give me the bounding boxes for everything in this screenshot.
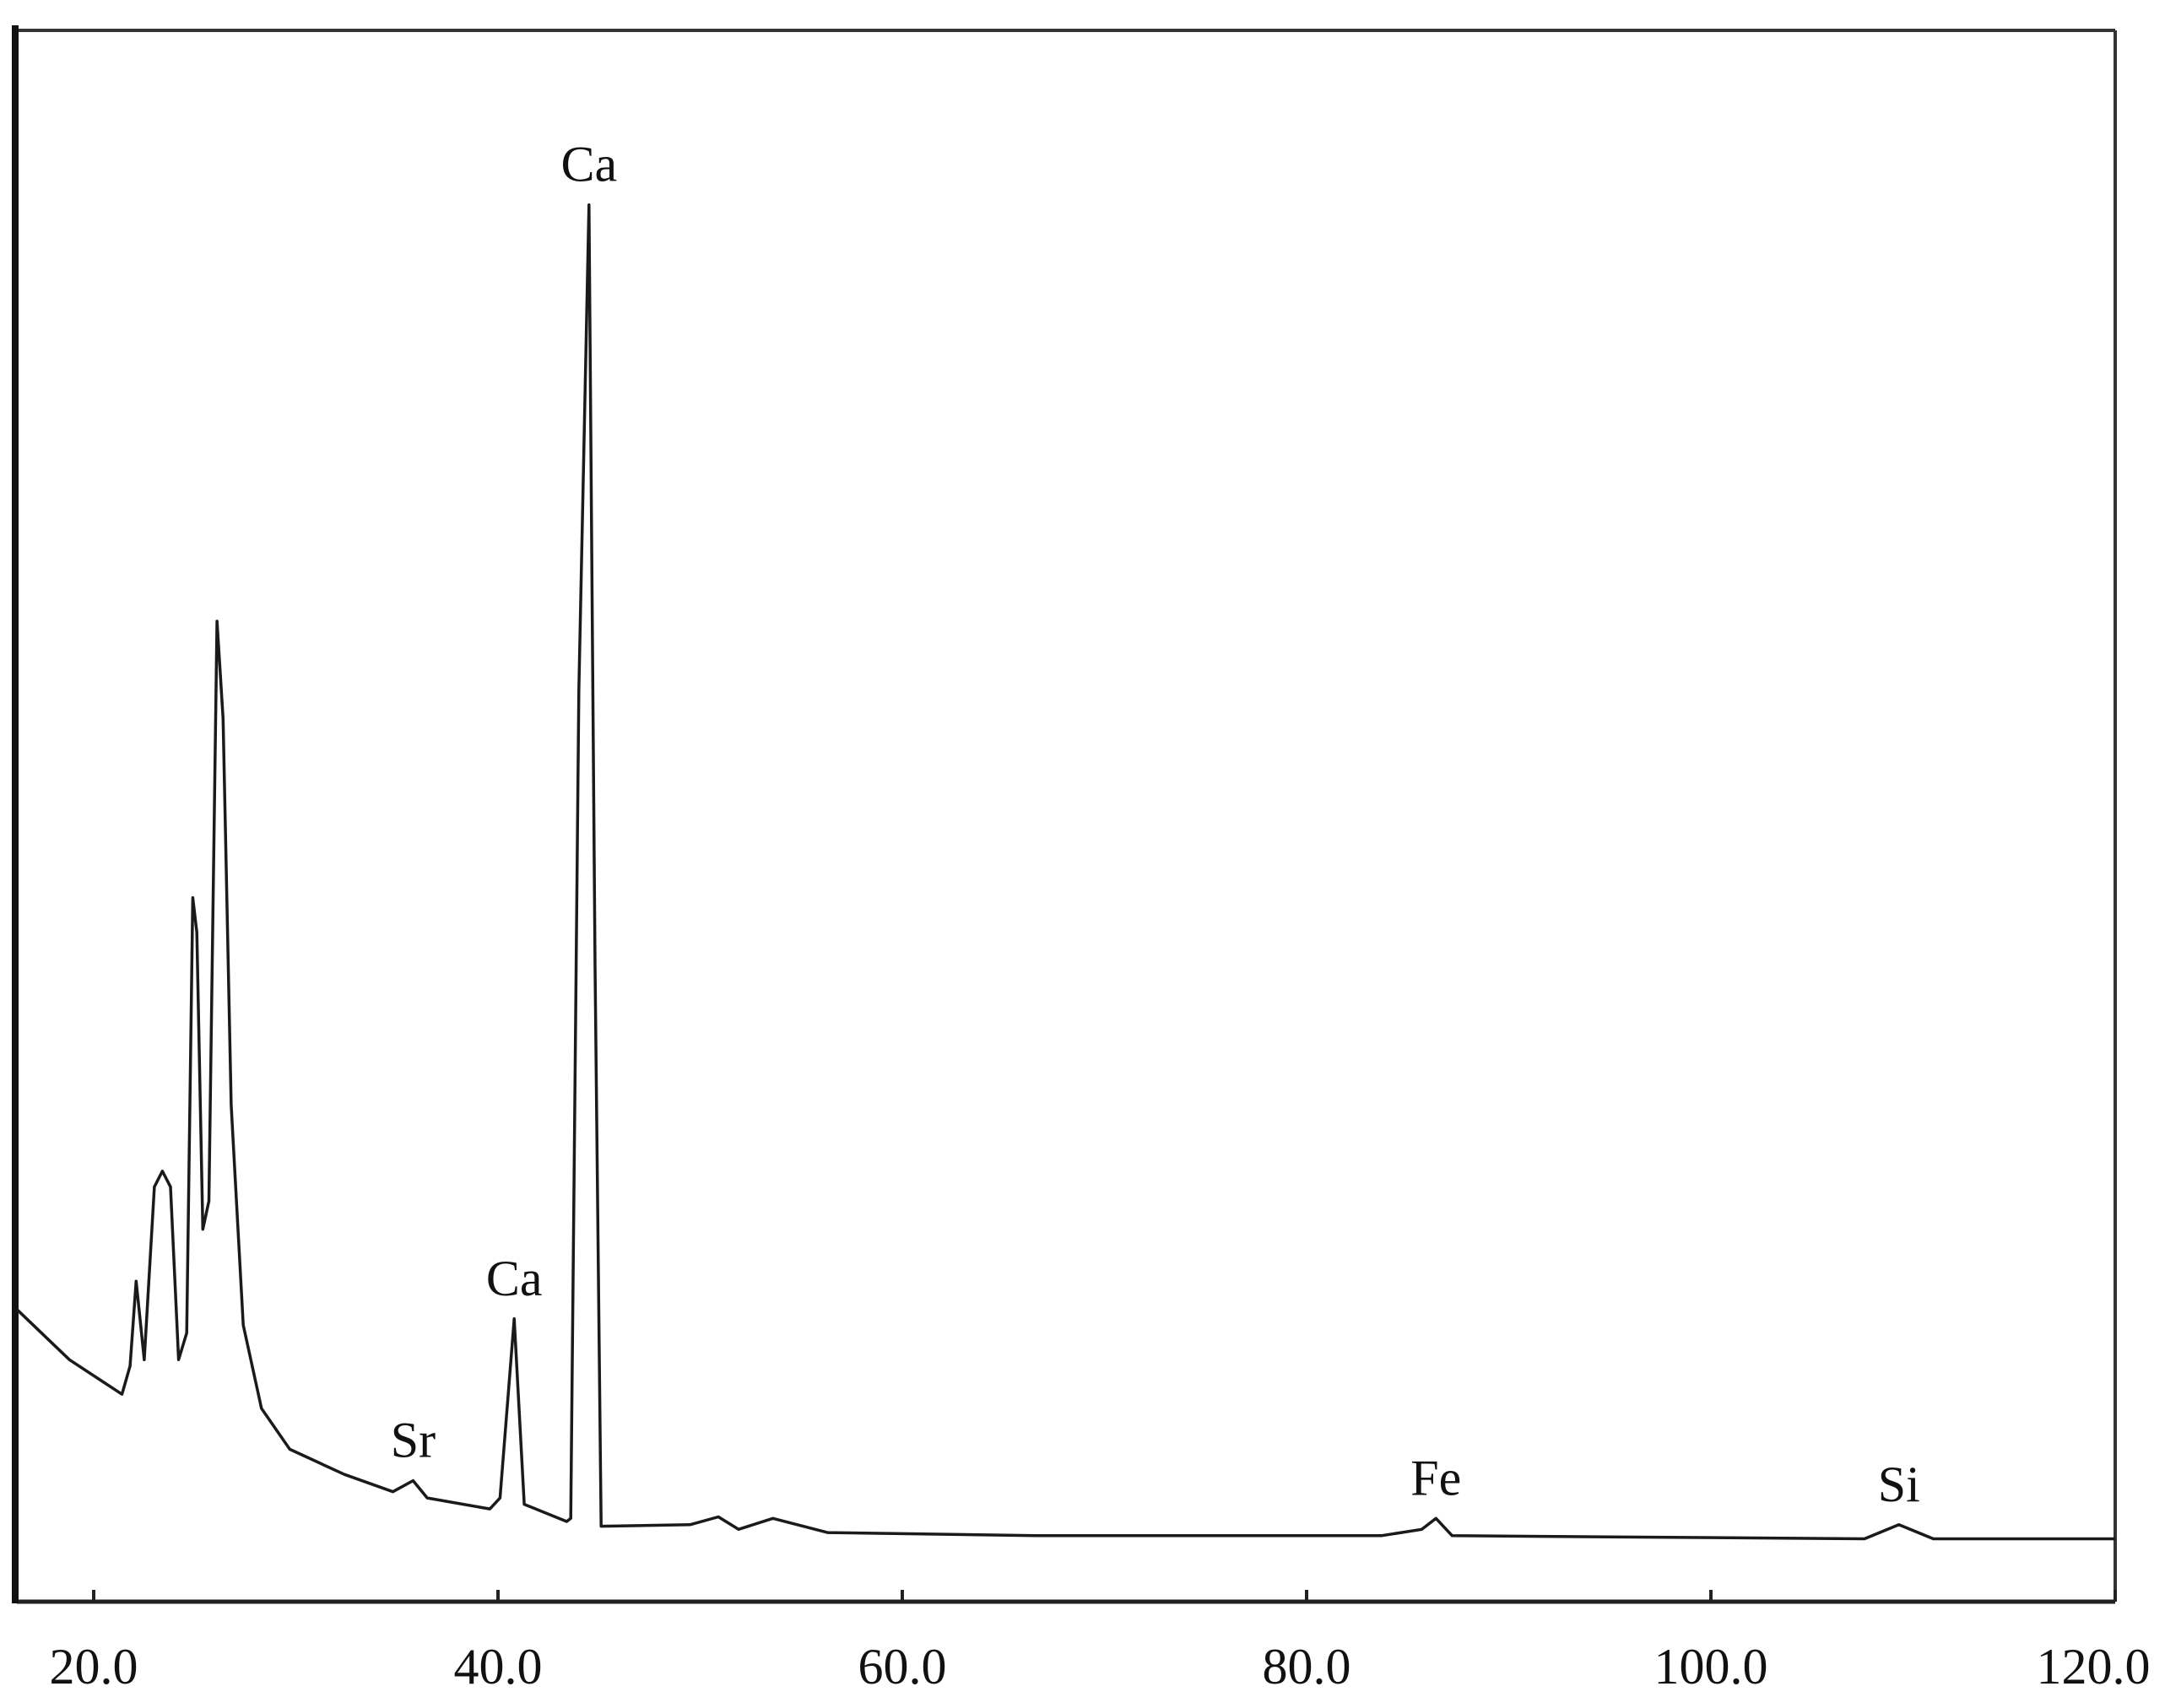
x-tick-label: 100.0 bbox=[1654, 1639, 1768, 1694]
x-tick-label: 120.0 bbox=[2037, 1639, 2151, 1694]
peak-label: Fe bbox=[1410, 1450, 1461, 1505]
x-tick-label: 80.0 bbox=[1263, 1639, 1351, 1694]
peak-label: Si bbox=[1878, 1457, 1920, 1512]
plot-frame bbox=[12, 25, 2117, 1604]
peak-label: Ca bbox=[560, 137, 617, 192]
x-tick-label: 40.0 bbox=[454, 1639, 543, 1694]
peak-label: Sr bbox=[391, 1413, 436, 1468]
peak-label: Ca bbox=[486, 1251, 543, 1306]
x-tick-label: 20.0 bbox=[50, 1639, 138, 1694]
x-tick-label: 60.0 bbox=[858, 1639, 947, 1694]
spectrum-line bbox=[15, 203, 2115, 1541]
